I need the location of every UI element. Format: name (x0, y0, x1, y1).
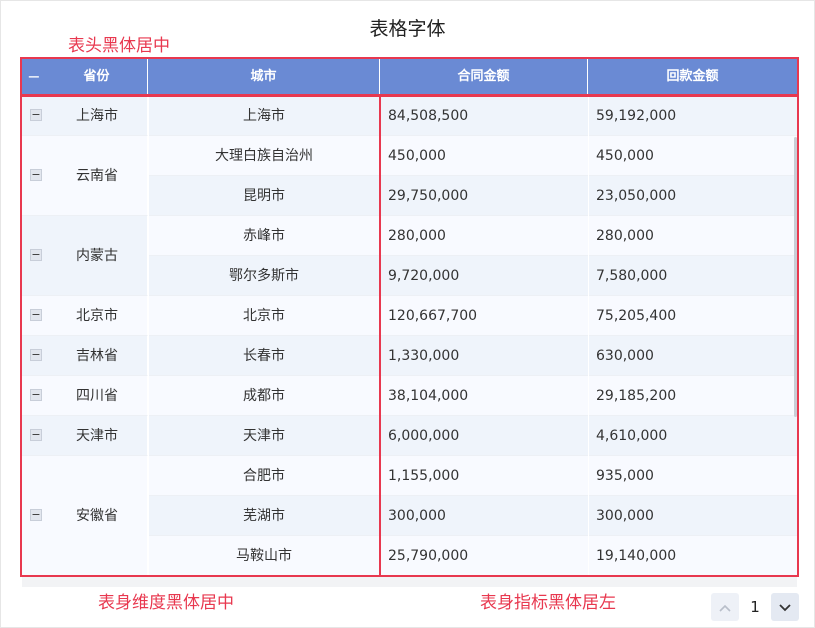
contract-amount-cell: 29,750,000 (388, 188, 469, 204)
dimension-font-annotation: 表身维度黑体居中 (98, 593, 234, 613)
header-font-annotation: 表头黑体居中 (68, 36, 170, 56)
contract-amount-cell: 6,000,000 (388, 428, 460, 444)
repayment-amount-cell: 29,185,200 (596, 388, 677, 404)
column-separator (148, 96, 149, 576)
province-cell: − 天津市 (22, 416, 148, 456)
collapse-all-button[interactable]: − (27, 67, 41, 86)
repayment-amount-cell: 59,192,000 (596, 108, 677, 124)
table-row: 成都市 38,104,000 29,185,200 (22, 376, 797, 416)
province-label: 天津市 (76, 428, 118, 444)
city-cell: 长春市 (243, 348, 285, 364)
pager-next-button[interactable] (771, 593, 799, 621)
contract-amount-cell: 1,155,000 (388, 468, 460, 484)
city-cell: 北京市 (243, 308, 285, 324)
table-row: 大理白族自治州 450,000 450,000 (22, 136, 797, 176)
collapse-row-button[interactable]: − (30, 508, 42, 521)
province-label: 安徽省 (76, 508, 118, 524)
repayment-amount-cell: 23,050,000 (596, 188, 677, 204)
city-cell: 大理白族自治州 (215, 148, 313, 164)
repayment-amount-cell: 4,610,000 (596, 428, 668, 444)
province-cell: − 吉林省 (22, 336, 148, 376)
contract-amount-cell: 450,000 (388, 148, 446, 164)
contract-amount-cell: 25,790,000 (388, 548, 469, 564)
province-cell: − 北京市 (22, 296, 148, 336)
city-cell: 芜湖市 (243, 508, 285, 524)
city-cell: 上海市 (243, 108, 285, 124)
pager-current-page: 1 (750, 598, 760, 616)
table-row: 上海市 84,508,500 59,192,000 (22, 96, 797, 136)
table-body: 上海市 84,508,500 59,192,000 − 上海市大理白族自治州 450,00… (22, 96, 797, 576)
column-header-province[interactable]: 省份 (46, 59, 148, 94)
contract-amount-cell: 280,000 (388, 228, 446, 244)
collapse-row-button[interactable]: − (30, 308, 42, 321)
page-title: 表格字体 (369, 18, 446, 40)
city-cell: 赤峰市 (243, 228, 285, 244)
collapse-row-button[interactable]: − (30, 428, 42, 441)
city-cell: 马鞍山市 (236, 548, 292, 564)
contract-amount-cell: 1,330,000 (388, 348, 460, 364)
province-cell: − 内蒙古 (22, 216, 148, 296)
table-row: 昆明市 29,750,000 23,050,000 (22, 176, 797, 216)
province-label: 云南省 (76, 168, 118, 184)
province-cell: − 上海市 (22, 96, 148, 136)
table-row: 天津市 6,000,000 4,610,000 (22, 416, 797, 456)
column-header-city[interactable]: 城市 (148, 59, 380, 94)
table-header: − 省份 城市 合同金额 回款金额 (22, 59, 797, 94)
city-cell: 合肥市 (243, 468, 285, 484)
repayment-amount-cell: 19,140,000 (596, 548, 677, 564)
collapse-row-button[interactable]: − (30, 108, 42, 121)
table-row: 芜湖市 300,000 300,000 (22, 496, 797, 536)
repayment-amount-cell: 7,580,000 (596, 268, 668, 284)
table-row: 合肥市 1,155,000 935,000 (22, 456, 797, 496)
province-cell: − 安徽省 (22, 456, 148, 576)
metric-font-annotation: 表身指标黑体居左 (480, 593, 616, 613)
repayment-amount-cell: 630,000 (596, 348, 654, 364)
city-cell: 鄂尔多斯市 (229, 268, 299, 284)
province-label: 内蒙古 (76, 248, 118, 264)
city-cell: 成都市 (243, 388, 285, 404)
table-row: 赤峰市 280,000 280,000 (22, 216, 797, 256)
province-label: 吉林省 (76, 348, 118, 364)
chevron-up-icon (719, 604, 731, 612)
column-separator (588, 96, 589, 576)
province-cell: − 云南省 (22, 136, 148, 216)
table-row: 长春市 1,330,000 630,000 (22, 336, 797, 376)
collapse-row-button[interactable]: − (30, 348, 42, 361)
contract-amount-cell: 38,104,000 (388, 388, 469, 404)
city-cell: 昆明市 (243, 188, 285, 204)
column-separator (380, 96, 381, 576)
table-row: 北京市 120,667,700 75,205,400 (22, 296, 797, 336)
province-label: 四川省 (76, 388, 118, 404)
province-cell: − 四川省 (22, 376, 148, 416)
province-label: 北京市 (76, 308, 118, 324)
pager-prev-button[interactable] (711, 593, 739, 621)
contract-amount-cell: 84,508,500 (388, 108, 469, 124)
repayment-amount-cell: 75,205,400 (596, 308, 677, 324)
contract-amount-cell: 120,667,700 (388, 308, 478, 324)
contract-amount-cell: 300,000 (388, 508, 446, 524)
city-cell: 天津市 (243, 428, 285, 444)
collapse-row-button[interactable]: − (30, 388, 42, 401)
column-header-repayment-amount[interactable]: 回款金额 (666, 69, 719, 84)
collapse-row-button[interactable]: − (30, 248, 42, 261)
contract-amount-cell: 9,720,000 (388, 268, 460, 284)
column-header-contract-amount[interactable]: 合同金额 (380, 59, 588, 94)
repayment-amount-cell: 935,000 (596, 468, 654, 484)
repayment-amount-cell: 280,000 (596, 228, 654, 244)
repayment-amount-cell: 300,000 (596, 508, 654, 524)
table-row: 鄂尔多斯市 9,720,000 7,580,000 (22, 256, 797, 296)
province-label: 上海市 (76, 108, 118, 124)
chevron-down-icon (779, 603, 791, 611)
collapse-row-button[interactable]: − (30, 168, 42, 181)
horizontal-scrollbar-track[interactable] (22, 577, 797, 587)
repayment-amount-cell: 450,000 (596, 148, 654, 164)
vertical-scrollbar-thumb[interactable] (794, 137, 797, 417)
